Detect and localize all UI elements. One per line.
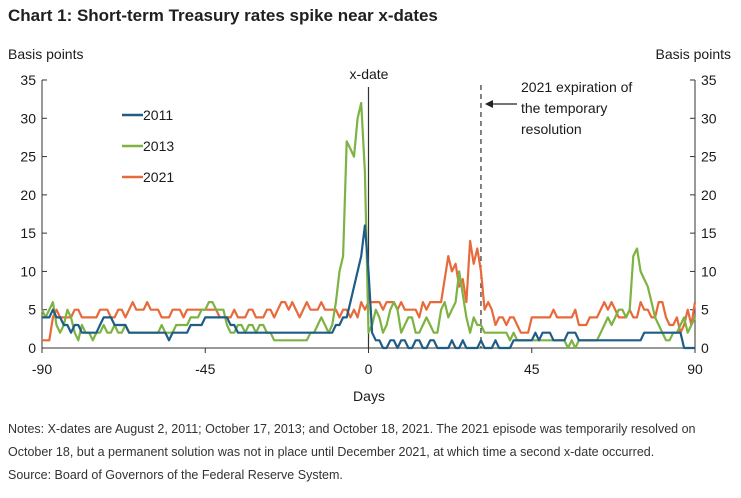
y-axis-unit-right: Basis points [655, 46, 731, 62]
y-tick-label-right: 35 [701, 72, 717, 88]
y-tick-label-left: 5 [28, 302, 36, 318]
source-note: Source: Board of Governors of the Federa… [8, 468, 343, 482]
y-axis-unit-left: Basis points [8, 46, 84, 62]
y-tick-label-left: 30 [20, 110, 36, 126]
y-tick-label-right: 15 [701, 225, 717, 241]
y-tick-label-left: 0 [28, 340, 36, 356]
expiration-label-line2: the temporary [521, 100, 607, 116]
notes-line-1: Notes: X-dates are August 2, 2011; Octob… [8, 422, 696, 436]
series-line-2011 [42, 224, 695, 350]
legend-label-2013: 2013 [143, 138, 174, 154]
y-tick-label-right: 5 [701, 302, 709, 318]
y-tick-label-right: 0 [701, 340, 709, 356]
y-tick-label-right: 20 [701, 187, 717, 203]
xdate-label: x-date [350, 66, 389, 82]
expiration-arrowhead [484, 100, 493, 108]
y-tick-label-right: 30 [701, 110, 717, 126]
legend-label-2011: 2011 [143, 107, 173, 123]
y-tick-label-right: 25 [701, 149, 717, 165]
y-tick-label-left: 20 [20, 187, 36, 203]
expiration-label-line3: resolution [521, 121, 582, 137]
y-tick-label-right: 10 [701, 263, 717, 279]
chart-notes: Notes: X-dates are August 2, 2011; Octob… [8, 418, 733, 487]
chart-title: Chart 1: Short-term Treasury rates spike… [8, 6, 438, 25]
x-axis-title: Days [353, 388, 385, 404]
legend-label-2021: 2021 [143, 169, 174, 185]
y-tick-label-left: 35 [20, 72, 36, 88]
y-tick-label-left: 15 [20, 225, 36, 241]
y-tick-label-left: 25 [20, 149, 36, 165]
y-tick-label-left: 10 [20, 263, 36, 279]
x-tick-label: 45 [524, 361, 540, 377]
expiration-label-line1: 2021 expiration of [521, 79, 632, 95]
x-tick-label: 90 [687, 361, 703, 377]
notes-line-2: October 18, but a permanent solution was… [8, 445, 655, 459]
x-tick-label: -90 [32, 361, 52, 377]
x-tick-label: -45 [195, 361, 215, 377]
x-tick-label: 0 [365, 361, 373, 377]
